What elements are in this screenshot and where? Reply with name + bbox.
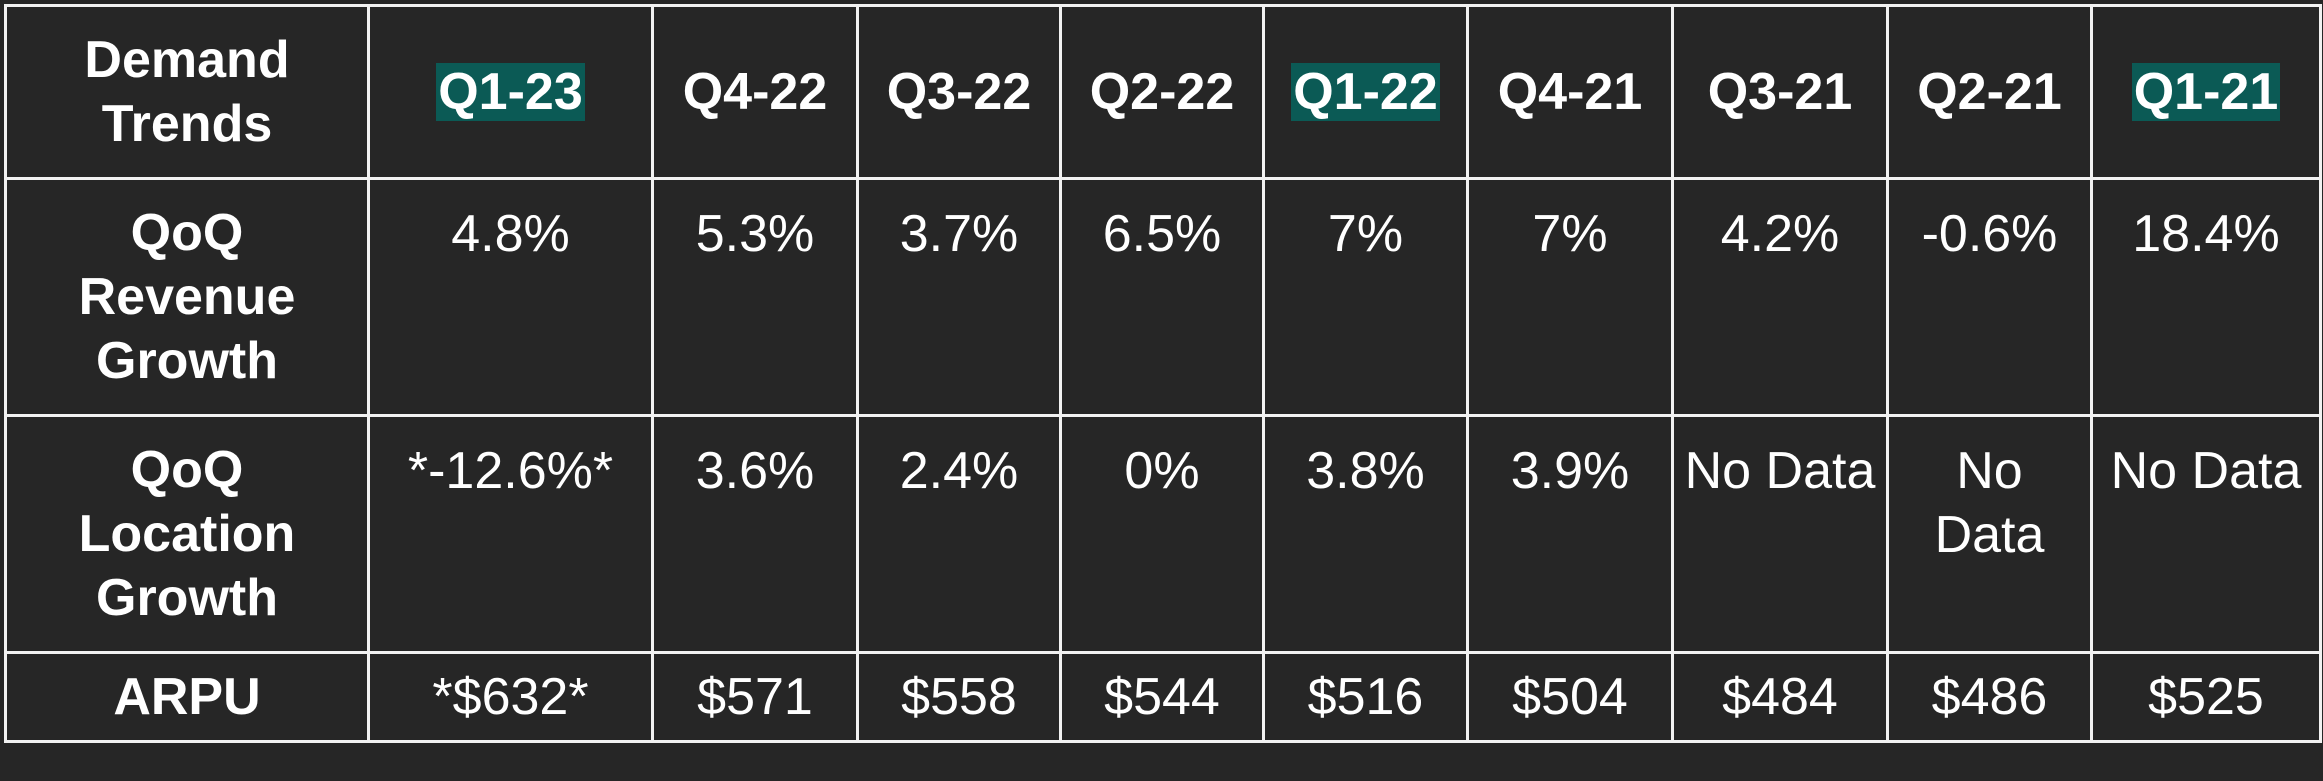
data-cell: $525 xyxy=(2090,651,2322,743)
data-cell: 4.8% xyxy=(367,177,654,417)
header-cell: Q4-22 xyxy=(651,4,859,180)
quarter-label: Q1-23 xyxy=(436,63,585,121)
quarter-label: Q1-21 xyxy=(2131,63,2281,121)
quarter-label: Q3-22 xyxy=(886,63,1032,121)
data-cell: 7% xyxy=(1466,177,1674,417)
header-cell: Q3-22 xyxy=(856,4,1062,180)
row-label: QoQ Location Growth xyxy=(4,414,370,654)
header-cell: Q2-22 xyxy=(1059,4,1265,180)
data-cell: No Data xyxy=(2090,414,2322,654)
quarter-label: Q4-21 xyxy=(1497,63,1643,121)
row-label: ARPU xyxy=(4,651,370,743)
quarter-label: Q3-21 xyxy=(1707,63,1853,121)
data-cell: $558 xyxy=(856,651,1062,743)
data-cell: *$632* xyxy=(367,651,654,743)
row-label: QoQ Revenue Growth xyxy=(4,177,370,417)
quarter-label: Q2-22 xyxy=(1089,63,1235,121)
table-body: QoQ Revenue Growth 4.8% 5.3% 3.7% 6.5% 7% 7% 4.… xyxy=(4,177,2322,743)
header-cell: Q3-21 xyxy=(1671,4,1889,180)
data-cell: *-12.6%* xyxy=(367,414,654,654)
quarter-label: Q2-21 xyxy=(1917,63,2062,121)
quarter-label: Q1-22 xyxy=(1291,63,1440,121)
header-cell: Demand Trends xyxy=(4,4,370,180)
header-row: Demand Trends Q1-23 Q4-22 Q3-22 Q2-22 Q1-22 Q4… xyxy=(4,4,2322,180)
data-cell: 3.6% xyxy=(651,414,859,654)
data-cell: 6.5% xyxy=(1059,177,1265,417)
data-row: QoQ Location Growth *-12.6%* 3.6% 2.4% 0% 3.8… xyxy=(4,414,2322,654)
data-row: ARPU *$632* $571 $558 $544 $516 $504 $484 $486 $5… xyxy=(4,651,2322,743)
header-cell: Q1-23 xyxy=(367,4,654,180)
data-cell: 3.7% xyxy=(856,177,1062,417)
data-cell: 2.4% xyxy=(856,414,1062,654)
demand-table: Demand Trends Q1-23 Q4-22 Q3-22 Q2-22 Q1-22 Q4… xyxy=(4,4,2322,743)
header-cell: Q2-21 xyxy=(1886,4,2093,180)
data-cell: 5.3% xyxy=(651,177,859,417)
data-cell: 7% xyxy=(1262,177,1469,417)
data-cell: $486 xyxy=(1886,651,2093,743)
data-cell: 4.2% xyxy=(1671,177,1889,417)
data-cell: No Data xyxy=(1671,414,1889,654)
header-cell: Q1-22 xyxy=(1262,4,1469,180)
data-cell: $516 xyxy=(1262,651,1469,743)
data-cell: No Data xyxy=(1886,414,2093,654)
data-cell: -0.6% xyxy=(1886,177,2093,417)
data-cell: 18.4% xyxy=(2090,177,2322,417)
header-cell: Q4-21 xyxy=(1466,4,1674,180)
header-cell: Q1-21 xyxy=(2090,4,2322,180)
data-row: QoQ Revenue Growth 4.8% 5.3% 3.7% 6.5% 7% 7% 4.… xyxy=(4,177,2322,417)
data-cell: $504 xyxy=(1466,651,1674,743)
data-cell: 3.9% xyxy=(1466,414,1674,654)
data-cell: $571 xyxy=(651,651,859,743)
data-cell: $544 xyxy=(1059,651,1265,743)
data-cell: 0% xyxy=(1059,414,1265,654)
quarter-label: Q4-22 xyxy=(682,63,828,121)
data-cell: 3.8% xyxy=(1262,414,1469,654)
table-title: Demand Trends xyxy=(84,31,290,153)
data-cell: $484 xyxy=(1671,651,1889,743)
